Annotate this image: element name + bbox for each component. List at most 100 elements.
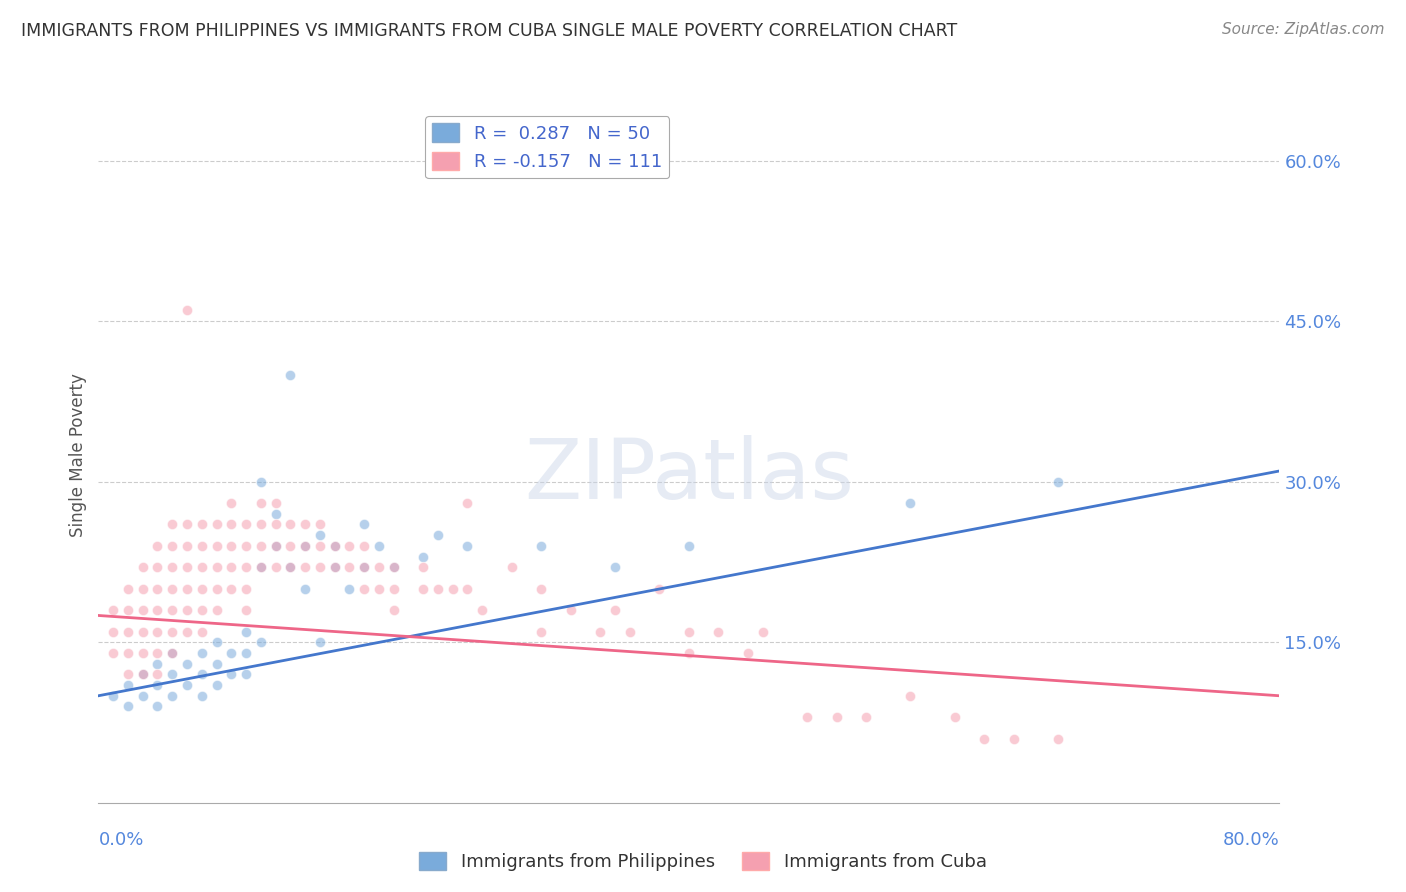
- Point: [339, 539, 361, 553]
- Point: [501, 560, 523, 574]
- Point: [707, 624, 730, 639]
- Point: [221, 517, 243, 532]
- Point: [191, 646, 214, 660]
- Point: [825, 710, 848, 724]
- Point: [162, 646, 183, 660]
- Point: [280, 539, 302, 553]
- Text: ZIPatlas: ZIPatlas: [524, 435, 853, 516]
- Point: [191, 539, 214, 553]
- Point: [264, 507, 287, 521]
- Point: [205, 657, 228, 671]
- Point: [103, 689, 125, 703]
- Point: [176, 678, 198, 692]
- Point: [250, 475, 273, 489]
- Point: [294, 539, 316, 553]
- Point: [368, 539, 391, 553]
- Point: [737, 646, 759, 660]
- Point: [368, 582, 391, 596]
- Point: [323, 560, 346, 574]
- Point: [427, 528, 450, 542]
- Point: [235, 560, 257, 574]
- Point: [943, 710, 966, 724]
- Point: [619, 624, 641, 639]
- Point: [176, 582, 198, 596]
- Point: [191, 560, 214, 574]
- Point: [973, 731, 995, 746]
- Point: [309, 517, 332, 532]
- Point: [117, 582, 139, 596]
- Point: [176, 517, 198, 532]
- Point: [221, 560, 243, 574]
- Point: [191, 517, 214, 532]
- Point: [294, 582, 316, 596]
- Point: [162, 603, 183, 617]
- Point: [176, 539, 198, 553]
- Point: [353, 539, 375, 553]
- Point: [235, 539, 257, 553]
- Point: [250, 517, 273, 532]
- Point: [146, 699, 169, 714]
- Point: [368, 560, 391, 574]
- Point: [427, 582, 450, 596]
- Point: [132, 560, 155, 574]
- Point: [280, 368, 302, 382]
- Point: [162, 539, 183, 553]
- Point: [309, 539, 332, 553]
- Point: [221, 496, 243, 510]
- Point: [250, 635, 273, 649]
- Point: [382, 582, 405, 596]
- Point: [146, 539, 169, 553]
- Point: [176, 603, 198, 617]
- Point: [309, 528, 332, 542]
- Point: [412, 582, 434, 596]
- Point: [796, 710, 818, 724]
- Point: [191, 603, 214, 617]
- Point: [648, 582, 671, 596]
- Point: [176, 624, 198, 639]
- Point: [205, 582, 228, 596]
- Point: [309, 635, 332, 649]
- Point: [412, 549, 434, 564]
- Point: [412, 560, 434, 574]
- Point: [221, 539, 243, 553]
- Point: [103, 646, 125, 660]
- Point: [103, 603, 125, 617]
- Point: [441, 582, 464, 596]
- Point: [471, 603, 494, 617]
- Point: [353, 560, 375, 574]
- Point: [235, 603, 257, 617]
- Point: [162, 689, 183, 703]
- Point: [382, 560, 405, 574]
- Point: [280, 517, 302, 532]
- Point: [162, 582, 183, 596]
- Point: [264, 496, 287, 510]
- Point: [309, 560, 332, 574]
- Point: [162, 667, 183, 681]
- Point: [176, 657, 198, 671]
- Point: [235, 517, 257, 532]
- Point: [339, 582, 361, 596]
- Point: [457, 539, 479, 553]
- Point: [264, 560, 287, 574]
- Point: [752, 624, 775, 639]
- Point: [250, 496, 273, 510]
- Point: [250, 539, 273, 553]
- Point: [191, 582, 214, 596]
- Point: [457, 582, 479, 596]
- Point: [235, 646, 257, 660]
- Point: [323, 560, 346, 574]
- Point: [132, 646, 155, 660]
- Point: [117, 667, 139, 681]
- Point: [382, 603, 405, 617]
- Point: [176, 560, 198, 574]
- Point: [323, 539, 346, 553]
- Point: [264, 517, 287, 532]
- Point: [678, 624, 700, 639]
- Point: [280, 560, 302, 574]
- Point: [560, 603, 582, 617]
- Point: [191, 667, 214, 681]
- Point: [294, 560, 316, 574]
- Point: [176, 303, 198, 318]
- Point: [205, 603, 228, 617]
- Point: [117, 699, 139, 714]
